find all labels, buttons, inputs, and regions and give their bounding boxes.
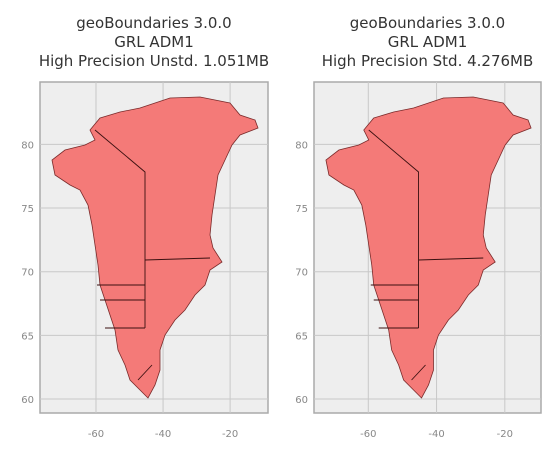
x-tick-label: -60: [360, 429, 376, 440]
x-tick-label: -40: [428, 429, 444, 440]
panel-title: GRL ADM1: [114, 33, 193, 51]
y-tick-label: 60: [295, 395, 308, 406]
y-tick-label: 80: [295, 140, 308, 151]
y-tick-label: 70: [21, 268, 34, 279]
y-tick-label: 65: [295, 331, 308, 342]
panel-title: geoBoundaries 3.0.0: [76, 14, 231, 32]
y-tick-label: 70: [295, 268, 308, 279]
y-tick-label: 60: [21, 395, 34, 406]
x-tick-label: -20: [222, 429, 238, 440]
y-tick-label: 75: [21, 204, 34, 215]
panel-title: geoBoundaries 3.0.0: [350, 14, 505, 32]
x-tick-label: -20: [497, 429, 513, 440]
y-tick-label: 75: [295, 204, 308, 215]
x-tick-label: -60: [88, 429, 104, 440]
x-tick-label: -40: [155, 429, 171, 440]
y-tick-label: 80: [21, 140, 34, 151]
panel-title: High Precision Unstd. 1.051MB: [39, 52, 269, 70]
y-tick-label: 65: [21, 331, 34, 342]
panel-title: High Precision Std. 4.276MB: [322, 52, 534, 70]
panel-title: GRL ADM1: [388, 33, 467, 51]
